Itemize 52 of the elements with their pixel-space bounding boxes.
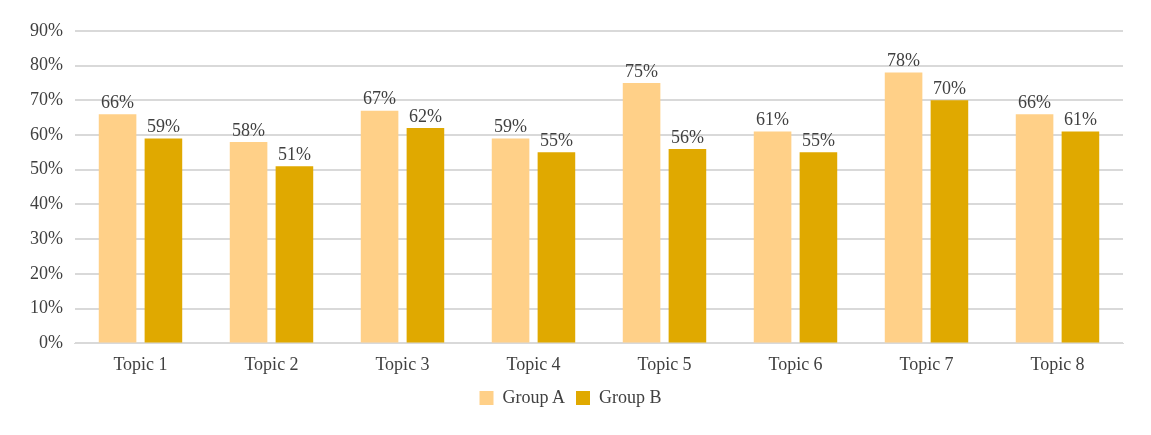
- bar: [537, 152, 576, 343]
- data-label: 55%: [539, 130, 573, 151]
- data-label: 61%: [756, 109, 790, 130]
- data-label: 70%: [932, 78, 966, 98]
- x-tick-label: Topic 3: [375, 353, 430, 374]
- data-label: 58%: [232, 119, 266, 140]
- bar: [1015, 114, 1054, 343]
- data-label: 61%: [1063, 109, 1097, 130]
- y-tick-label: 10%: [29, 297, 63, 318]
- y-tick-label: 40%: [29, 193, 63, 214]
- data-label: 55%: [801, 130, 835, 151]
- bar: [884, 72, 923, 343]
- y-tick-label: 60%: [29, 123, 63, 144]
- y-tick-label: 0%: [38, 332, 63, 353]
- bar: [229, 141, 268, 343]
- y-tick-label: 90%: [29, 19, 63, 40]
- data-label: 51%: [277, 143, 311, 164]
- bar: [930, 100, 969, 343]
- x-tick-label: Topic 7: [899, 353, 954, 374]
- data-label: 78%: [887, 50, 921, 71]
- x-tick-label: Topic 2: [244, 353, 299, 374]
- bar: [491, 138, 530, 343]
- bar: [799, 152, 838, 343]
- bar: [622, 82, 661, 343]
- data-label: 62%: [408, 105, 442, 126]
- x-tick-label: Topic 6: [768, 353, 823, 374]
- data-label: 67%: [363, 88, 397, 109]
- x-tick-label: Topic 4: [506, 353, 561, 374]
- data-label: 66%: [101, 91, 135, 112]
- data-label: 75%: [625, 60, 659, 81]
- data-label: 56%: [670, 126, 704, 147]
- x-tick-label: Topic 1: [113, 353, 168, 374]
- legend-label: Group A: [502, 386, 565, 407]
- bar: [275, 166, 314, 343]
- bar: [360, 110, 399, 343]
- bar: [144, 138, 183, 343]
- bar: [668, 148, 707, 343]
- data-label: 59%: [146, 116, 180, 137]
- y-tick-label: 30%: [29, 227, 63, 248]
- bar: [406, 128, 445, 343]
- data-label: 66%: [1018, 91, 1052, 112]
- bar: [98, 114, 137, 343]
- x-tick-label: Topic 5: [637, 353, 692, 374]
- y-tick-label: 50%: [29, 158, 63, 179]
- y-tick-label: 20%: [29, 262, 63, 283]
- y-tick-label: 70%: [29, 89, 63, 109]
- y-tick-label: 80%: [29, 54, 63, 75]
- bar: [1061, 131, 1100, 343]
- x-tick-label: Topic 8: [1030, 353, 1085, 374]
- bar: [753, 131, 792, 343]
- legend-label: Group B: [599, 386, 662, 407]
- data-label: 59%: [494, 116, 528, 137]
